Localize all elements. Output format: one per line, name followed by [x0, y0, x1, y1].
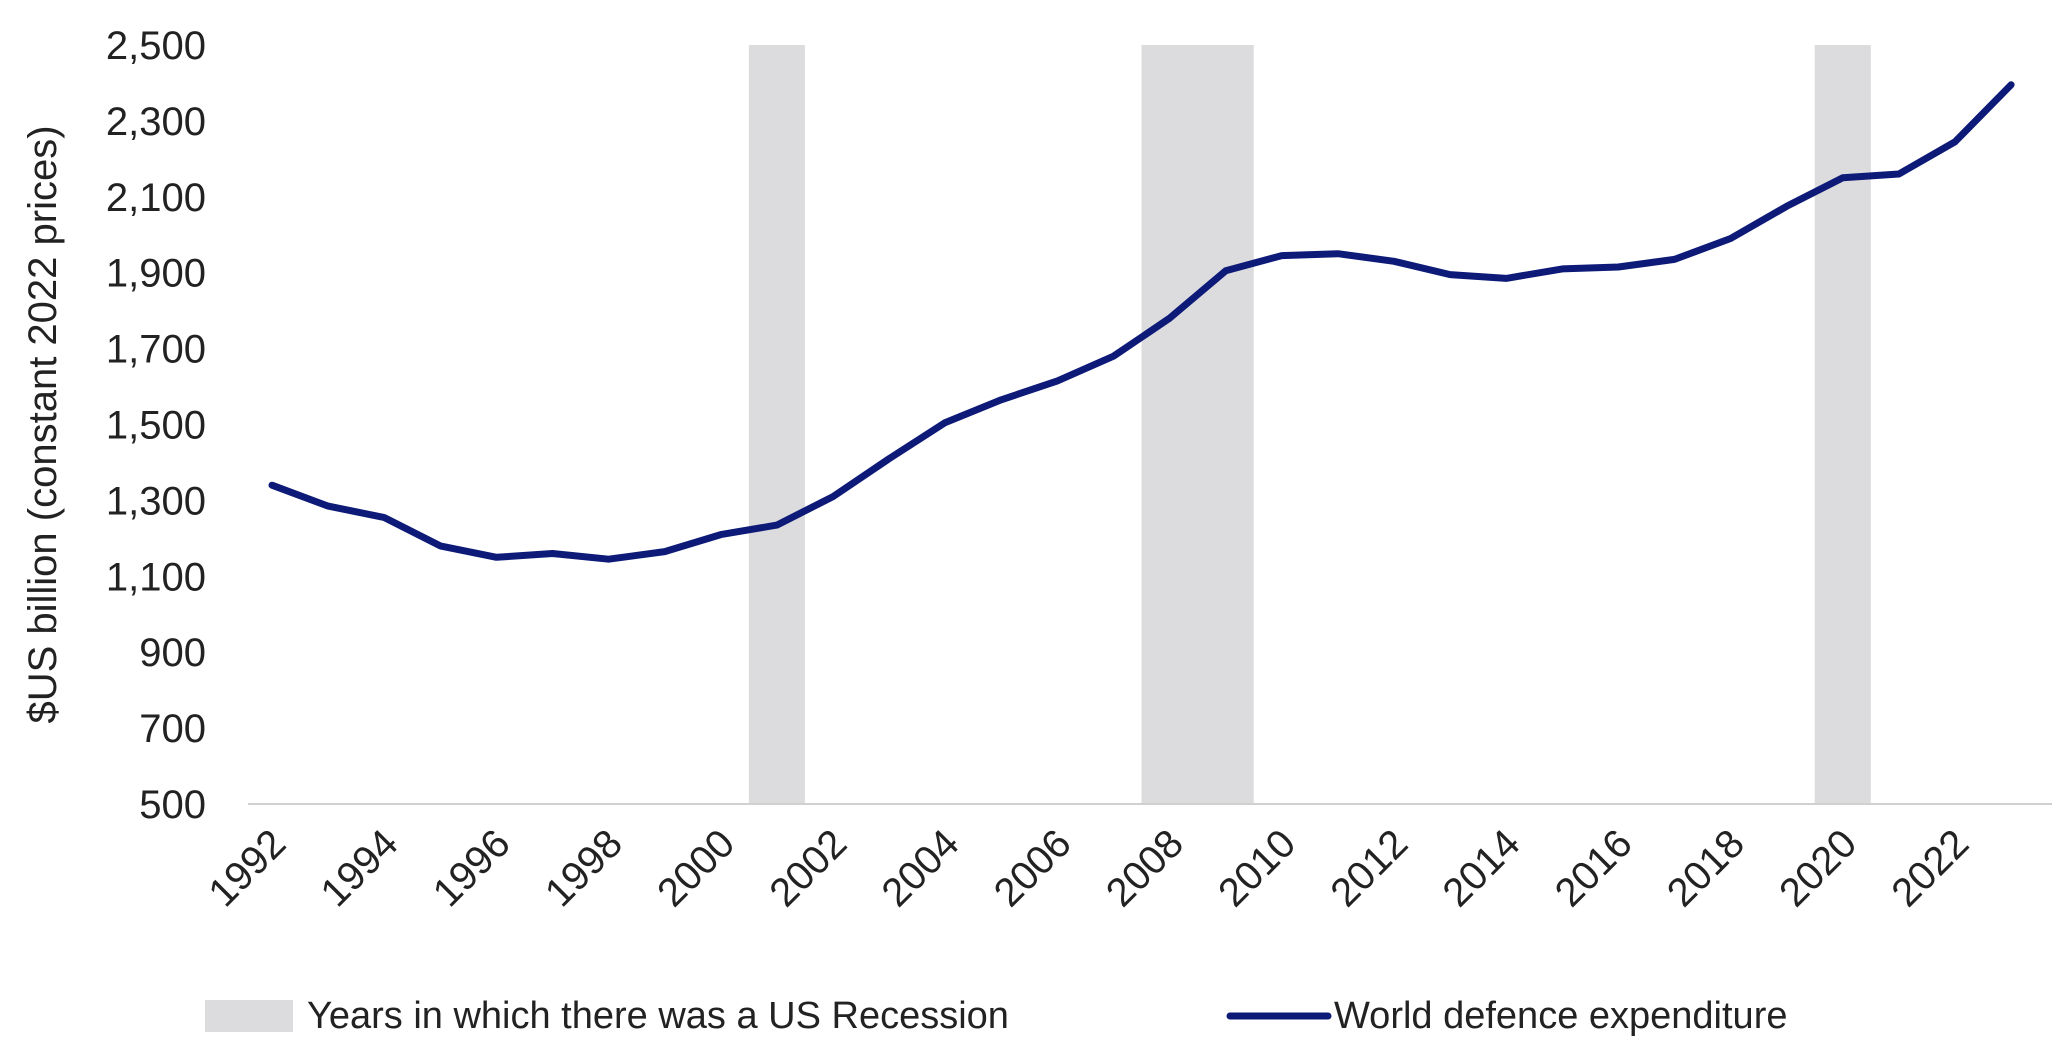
x-tick-label: 1994	[313, 821, 407, 915]
x-tick-label: 2006	[986, 821, 1080, 915]
x-tick-label: 2004	[874, 821, 968, 915]
legend: Years in which there was a US Recession …	[205, 995, 1787, 1037]
y-tick-label: 2,500	[106, 24, 206, 68]
x-tick-label: 2008	[1098, 821, 1192, 915]
x-tick-label: 1992	[200, 821, 294, 915]
legend-series-label: World defence expenditure	[1334, 995, 1787, 1037]
x-tick-label: 1996	[425, 821, 519, 915]
y-tick-label: 1,300	[106, 479, 206, 523]
x-axis-ticks: 1992 1994 1996 1998 2000 2002 2004 2006 2008 2010…	[200, 821, 1977, 915]
x-tick-label: 2018	[1659, 821, 1753, 915]
y-axis-label: $US billion (constant 2022 prices)	[21, 125, 65, 723]
y-tick-label: 2,100	[106, 176, 206, 220]
legend-recession-swatch	[205, 1000, 293, 1032]
x-tick-label: 2000	[649, 821, 743, 915]
recession-band-2	[1814, 45, 1871, 804]
series-lines	[268, 81, 2015, 563]
y-tick-label: 1,900	[106, 252, 206, 296]
recession-band-0	[748, 45, 805, 804]
x-tick-label: 2022	[1883, 821, 1977, 915]
y-axis-ticks: 500 700 900 1,100 1,300 1,500 1,700 1,900 2,100 2…	[106, 24, 206, 827]
x-tick-label: 2012	[1322, 821, 1416, 915]
x-tick-label: 2002	[761, 821, 855, 915]
x-tick-label: 1998	[537, 821, 631, 915]
y-tick-label: 1,700	[106, 328, 206, 372]
x-tick-label: 2020	[1771, 821, 1865, 915]
x-tick-label: 2014	[1435, 821, 1529, 915]
y-tick-label: 500	[139, 783, 206, 827]
series-line-0	[268, 81, 2015, 563]
recession-bands	[748, 45, 1871, 804]
legend-recession-label: Years in which there was a US Recession	[307, 995, 1009, 1037]
y-tick-label: 900	[139, 631, 206, 675]
y-tick-label: 700	[139, 707, 206, 751]
recession-band-1	[1141, 45, 1254, 804]
x-tick-label: 2016	[1547, 821, 1641, 915]
y-tick-label: 1,100	[106, 555, 206, 599]
x-tick-label: 2010	[1210, 821, 1304, 915]
y-tick-label: 2,300	[106, 100, 206, 144]
y-tick-label: 1,500	[106, 404, 206, 448]
